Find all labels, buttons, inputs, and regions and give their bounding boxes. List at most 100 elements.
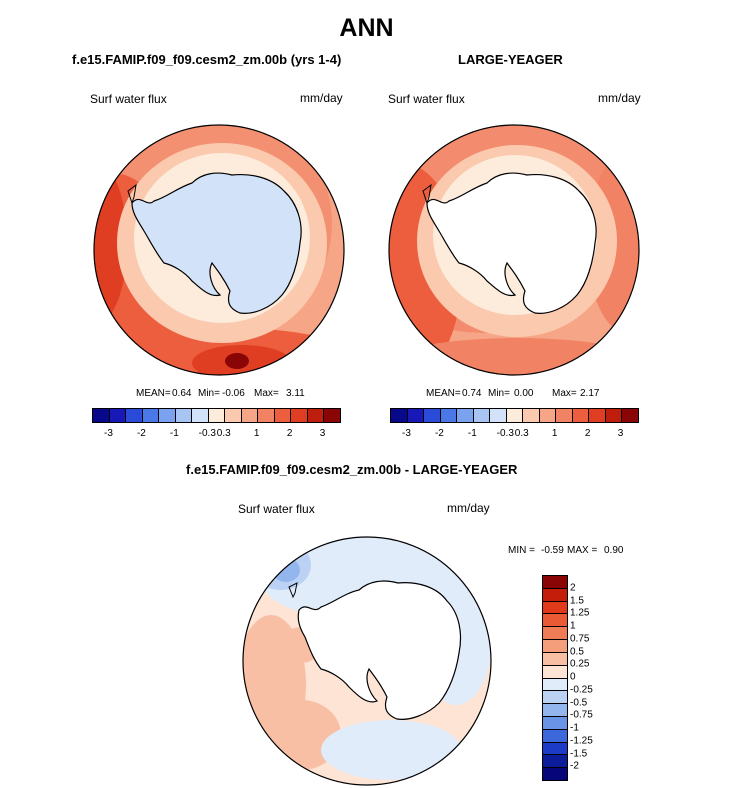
colorbar-swatch bbox=[543, 576, 567, 589]
colorbar-swatch bbox=[543, 614, 567, 628]
left-panel-units: mm/day bbox=[300, 91, 343, 105]
colorbar-swatch bbox=[622, 409, 638, 422]
right-panel-case-title: LARGE-YEAGER bbox=[458, 52, 563, 67]
colorbar-tick-label: -0.5 bbox=[570, 697, 588, 708]
colorbar-swatch bbox=[543, 640, 567, 653]
colorbar-swatch bbox=[258, 409, 275, 422]
colorbar-swatch bbox=[572, 409, 590, 422]
colorbar-tick-label: -2 bbox=[136, 428, 146, 439]
left-max-label: Max= bbox=[254, 388, 279, 399]
colorbar-tick-label: 2 bbox=[570, 582, 576, 594]
colorbar-swatch bbox=[543, 755, 567, 769]
colorbar-swatch bbox=[556, 409, 573, 422]
colorbar-tick-label: 0.25 bbox=[570, 658, 590, 670]
right-panel-variable: Surf water flux bbox=[388, 92, 465, 106]
diff-min-label: MIN = bbox=[508, 545, 535, 556]
figure-title: ANN bbox=[339, 14, 394, 42]
colorbar-swatch bbox=[490, 409, 507, 422]
left-min-label: Min= bbox=[198, 388, 220, 399]
colorbar-tick-label: -1 bbox=[169, 428, 179, 439]
colorbar-swatch bbox=[241, 409, 259, 422]
colorbar-tick-label: 1.5 bbox=[570, 595, 584, 606]
right-min-value: 0.00 bbox=[514, 388, 534, 399]
colorbar-swatch bbox=[142, 409, 160, 422]
right-max-label: Max= bbox=[552, 388, 577, 399]
colorbar-swatch bbox=[192, 409, 209, 422]
colorbar-swatch bbox=[543, 704, 567, 717]
colorbar-tick-label: -0.3 bbox=[496, 428, 514, 439]
colorbar-tick-label: -3 bbox=[402, 428, 411, 439]
diff-panel-units: mm/day bbox=[447, 501, 490, 515]
diff-panel-variable: Surf water flux bbox=[238, 502, 315, 516]
left-mean-label: MEAN= bbox=[136, 388, 171, 399]
colorbar-tick-label: 0.75 bbox=[570, 633, 590, 645]
colorbar-swatch bbox=[543, 627, 567, 641]
diff-max-value: 0.90 bbox=[604, 545, 624, 556]
diff-polar-map bbox=[242, 536, 492, 786]
diff-panel-title: f.e15.FAMIP.f09_f09.cesm2_zm.00b - LARGE… bbox=[186, 462, 518, 477]
left-mean-value: 0.64 bbox=[172, 388, 192, 399]
right-polar-map bbox=[388, 124, 640, 376]
colorbar-swatch bbox=[523, 409, 540, 422]
right-colorbar bbox=[390, 408, 639, 423]
colorbar-tick-label: -1.5 bbox=[570, 748, 588, 759]
colorbar-swatch bbox=[543, 665, 567, 679]
colorbar-swatch bbox=[543, 588, 567, 602]
colorbar-swatch bbox=[93, 409, 110, 422]
diff-colorbar bbox=[542, 575, 568, 781]
right-min-label: Min= bbox=[488, 388, 510, 399]
colorbar-swatch bbox=[543, 742, 567, 756]
colorbar-tick-label: 1 bbox=[570, 620, 576, 632]
colorbar-swatch bbox=[109, 409, 127, 422]
colorbar-tick-label: -2 bbox=[434, 428, 444, 439]
colorbar-swatch bbox=[473, 409, 491, 422]
colorbar-swatch bbox=[159, 409, 176, 422]
colorbar-swatch bbox=[407, 409, 425, 422]
right-mean-value: 0.74 bbox=[462, 388, 482, 399]
colorbar-tick-label: 1 bbox=[253, 428, 260, 439]
colorbar-tick-label: 3 bbox=[319, 428, 326, 439]
colorbar-swatch bbox=[506, 409, 524, 422]
colorbar-swatch bbox=[543, 652, 567, 666]
left-colorbar bbox=[92, 408, 341, 423]
colorbar-tick-label: 2 bbox=[584, 428, 591, 439]
colorbar-tick-label: 0.5 bbox=[570, 646, 584, 657]
colorbar-tick-label: 0.3 bbox=[514, 428, 529, 439]
left-polar-map bbox=[93, 124, 345, 376]
colorbar-tick-label: 0.3 bbox=[216, 428, 231, 439]
colorbar-swatch bbox=[440, 409, 458, 422]
colorbar-tick-label: -1 bbox=[570, 722, 579, 734]
left-max-value: 3.11 bbox=[286, 388, 305, 399]
colorbar-swatch bbox=[543, 729, 567, 743]
right-mean-label: MEAN= bbox=[426, 388, 461, 399]
colorbar-swatch bbox=[543, 678, 567, 692]
diff-max-label: MAX = bbox=[567, 545, 598, 556]
colorbar-tick-label: -3 bbox=[104, 428, 113, 439]
diff-min-value: -0.59 bbox=[541, 545, 564, 556]
colorbar-swatch bbox=[324, 409, 340, 422]
colorbar-swatch bbox=[543, 601, 567, 615]
colorbar-swatch bbox=[225, 409, 242, 422]
colorbar-swatch bbox=[391, 409, 408, 422]
right-max-value: 2.17 bbox=[580, 388, 600, 399]
colorbar-swatch bbox=[291, 409, 308, 422]
colorbar-tick-label: 1.25 bbox=[570, 607, 590, 619]
colorbar-swatch bbox=[208, 409, 226, 422]
colorbar-swatch bbox=[175, 409, 193, 422]
colorbar-swatch bbox=[543, 768, 567, 780]
colorbar-swatch bbox=[543, 716, 567, 730]
colorbar-tick-label: -1 bbox=[467, 428, 477, 439]
colorbar-tick-label: -2 bbox=[570, 760, 579, 772]
colorbar-swatch bbox=[424, 409, 441, 422]
colorbar-tick-label: 3 bbox=[617, 428, 624, 439]
colorbar-tick-label: 0 bbox=[570, 671, 576, 683]
colorbar-swatch bbox=[457, 409, 474, 422]
colorbar-tick-label: -0.25 bbox=[570, 684, 593, 696]
colorbar-swatch bbox=[274, 409, 292, 422]
colorbar-tick-label: 1 bbox=[551, 428, 558, 439]
colorbar-tick-label: -1.25 bbox=[570, 735, 593, 747]
colorbar-swatch bbox=[539, 409, 557, 422]
left-panel-case-title: f.e15.FAMIP.f09_f09.cesm2_zm.00b (yrs 1-… bbox=[72, 52, 342, 67]
right-panel-units: mm/day bbox=[598, 91, 641, 105]
colorbar-swatch bbox=[605, 409, 623, 422]
